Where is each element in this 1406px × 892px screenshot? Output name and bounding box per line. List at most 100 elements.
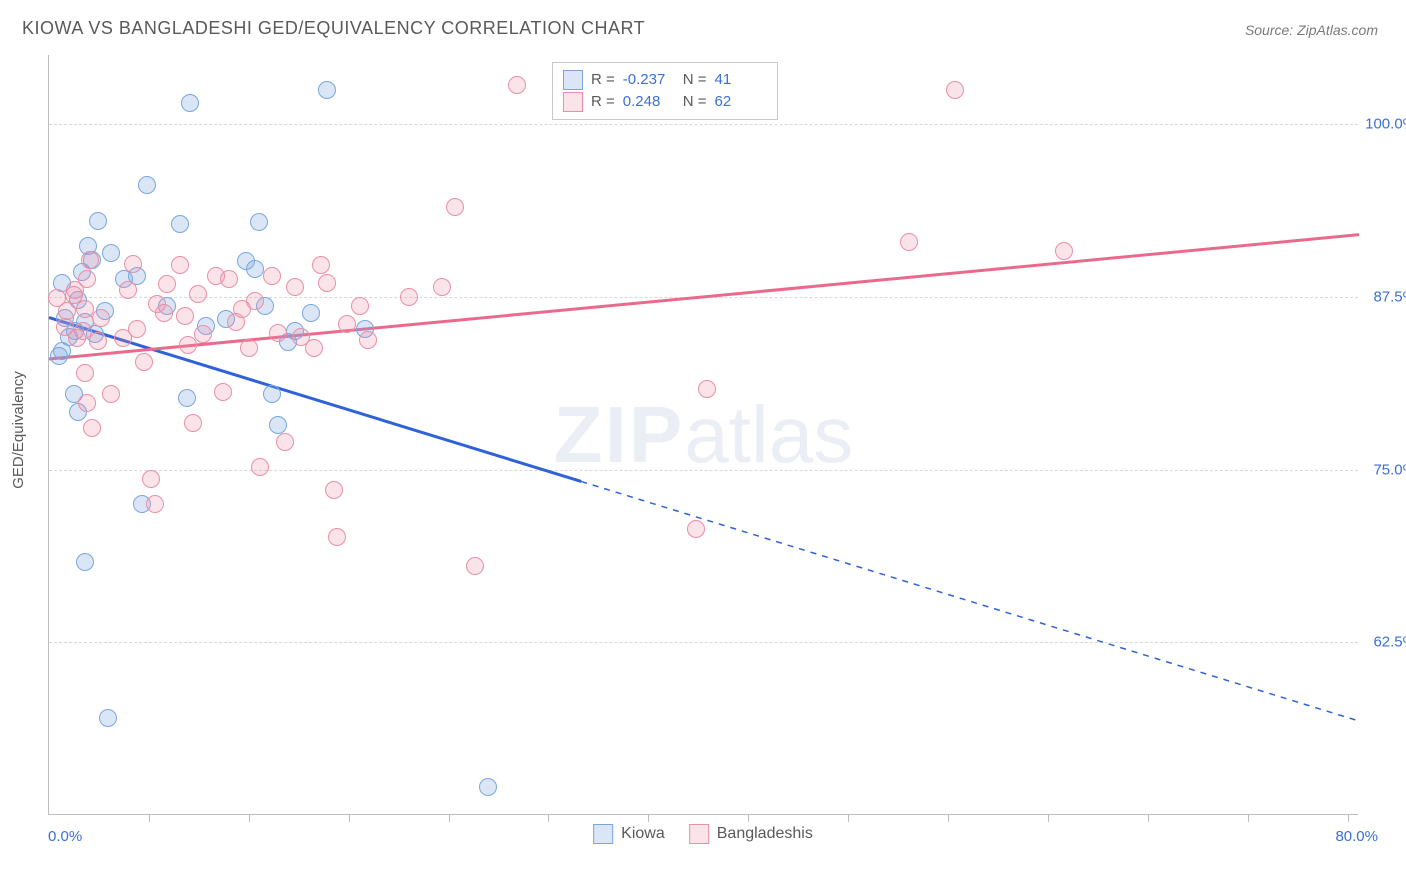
x-tick	[1148, 814, 1149, 822]
y-tick-label: 75.0%	[1373, 461, 1406, 478]
data-point	[138, 176, 156, 194]
data-point	[263, 267, 281, 285]
legend-stats: R =-0.237N =41R =0.248N =62	[552, 62, 778, 120]
data-point	[220, 270, 238, 288]
data-point	[263, 385, 281, 403]
data-point	[302, 304, 320, 322]
data-point	[142, 470, 160, 488]
x-tick	[748, 814, 749, 822]
data-point	[900, 233, 918, 251]
x-tick	[948, 814, 949, 822]
data-point	[184, 414, 202, 432]
data-point	[698, 380, 716, 398]
x-axis-min-label: 0.0%	[48, 828, 82, 845]
data-point	[76, 364, 94, 382]
data-point	[146, 495, 164, 513]
data-point	[124, 255, 142, 273]
data-point	[171, 256, 189, 274]
legend-stat-row: R =-0.237N =41	[563, 69, 767, 91]
data-point	[194, 325, 212, 343]
data-point	[318, 81, 336, 99]
data-point	[687, 520, 705, 538]
legend-swatch	[563, 92, 583, 112]
data-point	[325, 481, 343, 499]
data-point	[305, 339, 323, 357]
legend-series: Kiowa Bangladeshis	[593, 824, 813, 844]
x-tick	[349, 814, 350, 822]
x-tick	[1348, 814, 1349, 822]
data-point	[83, 419, 101, 437]
data-point	[92, 309, 110, 327]
data-point	[466, 557, 484, 575]
data-point	[81, 251, 99, 269]
legend-swatch	[563, 70, 583, 90]
data-point	[53, 342, 71, 360]
data-point	[338, 315, 356, 333]
y-axis-label: GED/Equivalency	[10, 371, 27, 489]
legend-label: Bangladeshis	[717, 825, 813, 843]
data-point	[479, 778, 497, 796]
legend-item: Bangladeshis	[689, 824, 813, 844]
data-point	[328, 528, 346, 546]
legend-stat-row: R =0.248N =62	[563, 91, 767, 113]
data-point	[351, 297, 369, 315]
x-tick	[648, 814, 649, 822]
legend-label: Kiowa	[621, 825, 665, 843]
data-point	[76, 300, 94, 318]
data-point	[158, 275, 176, 293]
data-point	[246, 292, 264, 310]
data-point	[89, 212, 107, 230]
x-tick	[149, 814, 150, 822]
data-point	[446, 198, 464, 216]
x-axis-max-label: 80.0%	[1335, 828, 1378, 845]
legend-swatch	[689, 824, 709, 844]
legend-item: Kiowa	[593, 824, 665, 844]
x-tick	[848, 814, 849, 822]
chart-title: KIOWA VS BANGLADESHI GED/EQUIVALENCY COR…	[22, 18, 645, 39]
source-label: Source: ZipAtlas.com	[1245, 22, 1378, 38]
data-point	[135, 353, 153, 371]
data-point	[78, 394, 96, 412]
data-point	[250, 213, 268, 231]
x-tick	[1048, 814, 1049, 822]
data-point	[433, 278, 451, 296]
x-tick	[548, 814, 549, 822]
data-point	[269, 324, 287, 342]
data-point	[155, 304, 173, 322]
y-tick-label: 100.0%	[1365, 116, 1406, 133]
x-tick	[249, 814, 250, 822]
trend-lines	[49, 55, 1359, 815]
data-point	[508, 76, 526, 94]
data-point	[269, 416, 287, 434]
data-point	[946, 81, 964, 99]
data-point	[89, 332, 107, 350]
data-point	[312, 256, 330, 274]
data-point	[76, 553, 94, 571]
data-point	[400, 288, 418, 306]
data-point	[171, 215, 189, 233]
data-point	[119, 281, 137, 299]
data-point	[318, 274, 336, 292]
data-point	[102, 385, 120, 403]
data-point	[189, 285, 207, 303]
data-point	[276, 433, 294, 451]
data-point	[246, 260, 264, 278]
x-tick	[449, 814, 450, 822]
data-point	[181, 94, 199, 112]
data-point	[1055, 242, 1073, 260]
chart-plot-area: ZIPatlas 62.5%75.0%87.5%100.0%	[48, 55, 1358, 815]
y-tick-label: 87.5%	[1373, 288, 1406, 305]
data-point	[102, 244, 120, 262]
legend-swatch	[593, 824, 613, 844]
data-point	[99, 709, 117, 727]
y-tick-label: 62.5%	[1373, 634, 1406, 651]
data-point	[128, 320, 146, 338]
data-point	[178, 389, 196, 407]
data-point	[359, 331, 377, 349]
x-tick	[1248, 814, 1249, 822]
data-point	[78, 270, 96, 288]
data-point	[176, 307, 194, 325]
data-point	[251, 458, 269, 476]
data-point	[214, 383, 232, 401]
data-point	[240, 339, 258, 357]
